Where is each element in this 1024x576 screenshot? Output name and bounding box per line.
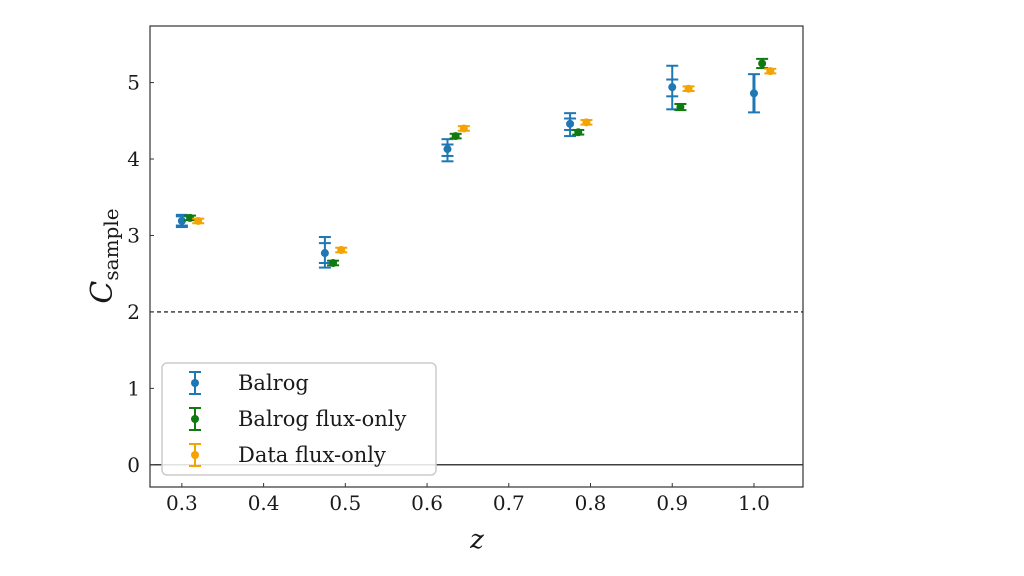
x-tick-label: 0.7 — [493, 491, 525, 515]
legend-label: Data flux-only — [238, 443, 386, 467]
y-tick-label: 0 — [127, 453, 140, 477]
x-tick-label: 0.3 — [166, 491, 198, 515]
x-tick-label: 0.8 — [575, 491, 607, 515]
series-layer — [175, 57, 777, 269]
x-tick-label: 0.6 — [411, 491, 443, 515]
x-axis: 0.3 0.4 0.5 0.6 0.7 0.8 0.9 1.0 — [166, 483, 770, 515]
legend-marker — [191, 451, 199, 459]
series-data-flux-only — [192, 67, 777, 255]
x-tick-label: 0.4 — [248, 491, 280, 515]
data-point — [580, 118, 593, 127]
y-tick-label: 3 — [127, 223, 140, 247]
x-tick-label: 0.9 — [656, 491, 688, 515]
data-point — [682, 84, 695, 93]
marker — [194, 216, 203, 225]
series-balrog — [175, 64, 760, 269]
marker — [329, 258, 338, 267]
data-point — [192, 216, 205, 225]
marker — [668, 83, 677, 92]
data-point — [449, 132, 462, 141]
marker — [676, 103, 685, 112]
marker — [459, 124, 468, 133]
legend-marker — [191, 415, 199, 423]
marker — [758, 59, 767, 68]
marker — [177, 216, 186, 225]
legend-entry: Balrog flux-only — [189, 407, 406, 431]
marker — [582, 118, 591, 127]
y-tick-label: 1 — [127, 376, 140, 400]
x-tick-label: 1.0 — [738, 491, 770, 515]
data-point — [674, 102, 687, 112]
legend-label: Balrog flux-only — [238, 407, 406, 431]
data-point — [572, 128, 585, 137]
data-point — [764, 67, 777, 76]
data-point — [564, 112, 577, 138]
data-point — [756, 57, 769, 70]
y-axis-label: Csample — [85, 208, 123, 303]
legend-box — [161, 362, 437, 476]
marker — [749, 89, 758, 98]
data-point — [747, 73, 760, 114]
data-point — [666, 64, 679, 111]
plot-frame — [149, 25, 804, 488]
y-tick-label: 4 — [127, 147, 140, 171]
y-tick-label: 5 — [127, 71, 140, 95]
legend: Balrog Balrog flux-only Data flux-only — [161, 362, 437, 476]
series-balrog-flux-only — [184, 57, 769, 267]
data-point — [327, 258, 340, 267]
data-point — [441, 138, 454, 163]
data-point — [318, 236, 331, 269]
marker — [320, 249, 329, 258]
marker — [337, 246, 346, 255]
marker — [574, 128, 583, 137]
x-axis-label: z — [469, 525, 484, 555]
legend-marker — [191, 379, 199, 387]
data-point — [335, 246, 348, 255]
y-tick-label: 2 — [127, 300, 140, 324]
marker — [684, 84, 693, 93]
x-tick-label: 0.5 — [329, 491, 361, 515]
y-axis: 0 1 2 3 4 5 — [127, 71, 154, 477]
marker — [766, 67, 775, 76]
legend-label: Balrog — [238, 371, 309, 395]
data-point — [457, 124, 470, 133]
legend-entry: Balrog — [189, 371, 309, 395]
y-axis-label-subscript: sample — [99, 208, 123, 280]
y-axis-label-main: C — [85, 281, 120, 304]
marker — [566, 119, 575, 128]
svg-text:Csample: Csample — [85, 208, 123, 303]
marker — [443, 145, 452, 154]
legend-entry: Data flux-only — [189, 443, 386, 467]
marker — [451, 132, 460, 141]
marker — [186, 213, 195, 222]
data-point — [184, 213, 197, 222]
